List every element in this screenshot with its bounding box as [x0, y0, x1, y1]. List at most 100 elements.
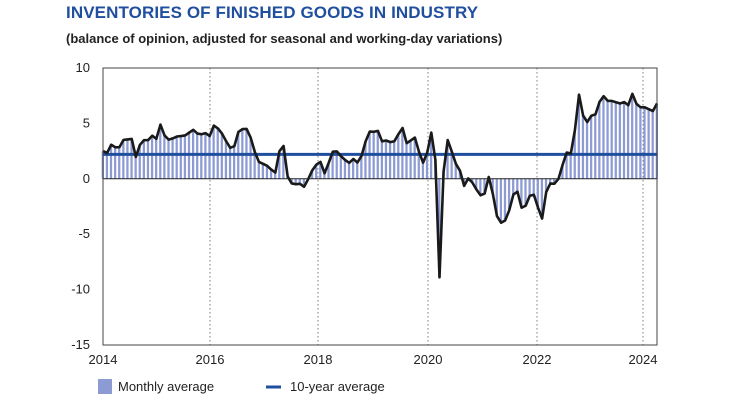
- monthly-bar: [298, 178, 301, 184]
- monthly-bar: [581, 115, 585, 179]
- monthly-bar: [499, 178, 503, 223]
- monthly-bar: [405, 143, 408, 179]
- monthly-bar: [212, 125, 215, 179]
- monthly-bar: [598, 101, 601, 179]
- monthly-bar: [446, 140, 449, 179]
- monthly-bar: [577, 94, 580, 179]
- monthly-bar: [569, 153, 572, 179]
- x-axis-ticks: 2014 2016 2018 2020 2022 2024: [89, 352, 658, 367]
- monthly-bar: [310, 170, 314, 179]
- monthly-bar: [565, 152, 568, 179]
- monthly-bar: [635, 103, 638, 179]
- monthly-bar: [631, 93, 634, 179]
- monthly-bar: [175, 136, 178, 179]
- monthly-bar: [224, 141, 228, 179]
- monthly-bar: [417, 151, 420, 179]
- monthly-bar: [491, 178, 494, 194]
- monthly-bar: [257, 161, 260, 179]
- monthly-bar: [622, 102, 626, 179]
- y-tick-label: -10: [71, 282, 90, 297]
- monthly-bar: [352, 159, 355, 179]
- monthly-bar: [610, 100, 613, 179]
- monthly-bar: [159, 124, 162, 179]
- monthly-bar: [618, 103, 622, 179]
- x-tick-label: 2014: [89, 352, 118, 367]
- monthly-bar: [594, 114, 597, 179]
- legend-monthly-swatch: [98, 379, 112, 394]
- monthly-bar: [475, 178, 478, 190]
- monthly-bar: [200, 134, 203, 179]
- monthly-bar: [384, 140, 388, 179]
- x-tick-label: 2020: [414, 352, 443, 367]
- monthly-bar: [319, 161, 322, 179]
- monthly-bar: [421, 162, 425, 179]
- monthly-line-layer: [102, 92, 659, 279]
- plot-frame: [102, 67, 658, 346]
- monthly-bar: [114, 147, 117, 179]
- y-tick-label: -5: [78, 226, 90, 241]
- monthly-bar: [282, 145, 285, 179]
- monthly-bar: [590, 115, 593, 179]
- monthly-bar: [274, 172, 277, 179]
- x-tick-label: 2024: [629, 352, 658, 367]
- legend: Monthly average 10-year average: [98, 379, 385, 394]
- y-axis-ticks: 10 5 0 -5 -10 -15: [71, 60, 90, 352]
- monthly-bar: [155, 138, 158, 179]
- monthly-bar: [347, 162, 351, 179]
- y-tick-label: 5: [83, 115, 90, 130]
- monthly-bar: [528, 178, 531, 196]
- monthly-bar: [524, 178, 527, 206]
- monthly-bar: [540, 178, 544, 219]
- monthly-bar: [544, 178, 548, 193]
- monthly-bar: [327, 162, 330, 179]
- monthly-bar: [208, 136, 211, 179]
- monthly-bar: [364, 141, 367, 179]
- monthly-bar: [606, 100, 609, 179]
- monthly-bar: [388, 142, 392, 179]
- monthly-bar: [278, 151, 281, 179]
- monthly-bar: [647, 109, 650, 179]
- monthly-bar: [479, 178, 482, 196]
- monthly-bar: [315, 164, 318, 179]
- monthly-bar: [450, 151, 453, 179]
- monthly-bar: [163, 135, 166, 179]
- x-tick-label: 2022: [523, 352, 552, 367]
- monthly-bar: [302, 178, 306, 187]
- monthly-bar: [651, 111, 654, 179]
- monthly-bar: [561, 164, 564, 179]
- monthly-bar: [150, 135, 154, 179]
- y-tick-label: 0: [83, 171, 90, 186]
- x-tick-label: 2016: [196, 352, 225, 367]
- monthly-bar: [134, 156, 137, 179]
- monthly-bar: [196, 133, 199, 179]
- monthly-bar: [269, 169, 273, 179]
- monthly-bar: [253, 152, 256, 179]
- monthly-bar: [454, 163, 457, 179]
- monthly-bar: [138, 144, 141, 179]
- x-tick-label: 2018: [304, 352, 333, 367]
- chart-subtitle: (balance of opinion, adjusted for season…: [66, 31, 503, 46]
- monthly-bar: [130, 138, 133, 179]
- monthly-bar: [171, 138, 174, 179]
- monthly-bar: [553, 178, 556, 184]
- legend-monthly-label: Monthly average: [118, 379, 214, 394]
- monthly-bar: [413, 137, 416, 179]
- monthly-bars: [101, 93, 658, 278]
- monthly-bar: [639, 107, 642, 179]
- monthly-bar: [503, 178, 507, 221]
- monthly-bar: [483, 178, 486, 194]
- monthly-bar: [520, 178, 523, 208]
- monthly-bar: [335, 151, 338, 179]
- monthly-bar: [323, 173, 326, 179]
- monthly-bar: [183, 135, 187, 179]
- monthly-bar: [393, 141, 396, 179]
- monthly-bar: [179, 136, 182, 179]
- monthly-bar: [626, 105, 630, 179]
- monthly-bar: [536, 178, 539, 208]
- monthly-bar: [142, 140, 145, 179]
- monthly-bar: [233, 146, 236, 179]
- monthly-average-line: [102, 92, 659, 279]
- monthly-bar: [495, 178, 498, 217]
- monthly-bar: [425, 152, 429, 179]
